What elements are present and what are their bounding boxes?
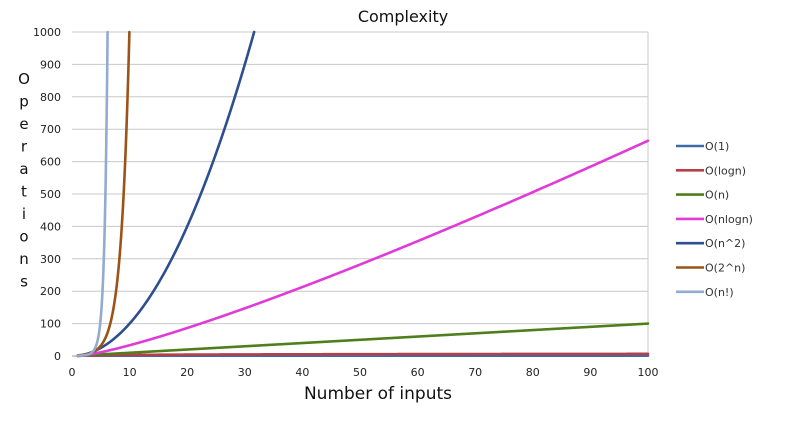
y-axis-title-letter: s (20, 273, 28, 291)
legend-label: O(1) (705, 140, 729, 153)
series-lines (76, 30, 650, 358)
legend-label: O(nlogn) (705, 213, 753, 226)
gridlines (72, 31, 649, 357)
x-tick-label: 50 (353, 366, 367, 379)
y-tick-label: 300 (40, 253, 61, 266)
y-axis-title-letter: i (22, 205, 26, 223)
legend-label: O(n^2) (705, 237, 745, 250)
x-tick-label: 70 (468, 366, 482, 379)
series-line-o-n (76, 322, 650, 357)
y-tick-label: 1000 (33, 26, 61, 39)
x-axis-ticks: 0 10 20 30 40 50 60 70 80 90 100 (69, 366, 659, 379)
x-tick-label: 100 (638, 366, 659, 379)
x-tick-label: 60 (411, 366, 425, 379)
y-axis-title-letter: p (19, 93, 29, 111)
y-axis-title-letter: t (21, 183, 27, 201)
x-axis-title: Number of inputs (304, 384, 452, 404)
chart-title: Complexity (358, 7, 448, 26)
x-tick-label: 80 (526, 366, 540, 379)
series-line-o-n (76, 30, 109, 357)
legend-label: O(2^n) (705, 262, 745, 275)
y-axis-ticks: 0 100 200 300 400 500 600 700 800 900 1000 (33, 26, 61, 363)
y-axis-title-letter: n (19, 250, 29, 268)
y-tick-label: 500 (40, 188, 61, 201)
y-axis-title-letter: o (19, 228, 28, 246)
y-tick-label: 0 (54, 350, 61, 363)
x-tick-label: 30 (238, 366, 252, 379)
y-tick-label: 700 (40, 123, 61, 136)
legend-label: O(n!) (705, 286, 734, 299)
legend-label: O(n) (705, 189, 729, 202)
x-tick-label: 20 (180, 366, 194, 379)
y-axis-title-letter: e (19, 115, 28, 133)
y-axis-title-letter: r (21, 138, 28, 156)
y-axis-title-letter: a (19, 160, 28, 178)
legend: O(1) O(logn) O(n) O(nlogn) O(n^2) O(2^n) O(n!) (676, 140, 753, 299)
series-line-o-n-2 (76, 30, 256, 357)
y-tick-label: 400 (40, 220, 61, 233)
y-tick-label: 800 (40, 91, 61, 104)
y-tick-label: 600 (40, 156, 61, 169)
y-tick-label: 200 (40, 285, 61, 298)
y-tick-label: 100 (40, 318, 61, 331)
x-tick-label: 0 (69, 366, 76, 379)
y-tick-label: 900 (40, 58, 61, 71)
x-tick-label: 10 (123, 366, 137, 379)
legend-label: O(logn) (705, 164, 746, 177)
y-axis-title-letter: O (18, 70, 30, 88)
series-line-o-nlogn (76, 139, 650, 358)
series-line-o-logn (76, 352, 650, 358)
x-tick-label: 40 (295, 366, 309, 379)
x-tick-label: 90 (583, 366, 597, 379)
